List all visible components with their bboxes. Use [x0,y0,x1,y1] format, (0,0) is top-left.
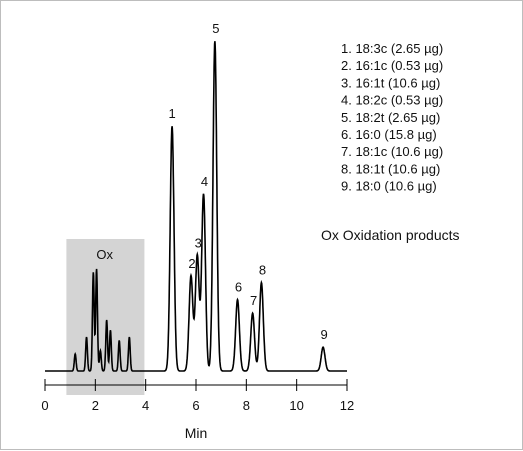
chromatogram-trace [45,41,347,372]
peak-label-9: 9 [320,327,327,342]
x-tick-label-10: 10 [289,398,303,413]
legend-item-1: 1. 18:3c (2.65 µg) [341,41,443,56]
legend-item-7: 7. 18:1c (10.6 µg) [341,144,443,159]
legend-item-5: 5. 18:2t (2.65 µg) [341,110,440,125]
x-tick-label-12: 12 [340,398,354,413]
peak-label-7: 7 [250,293,257,308]
peak-label-5: 5 [212,21,219,36]
legend-item-4: 4. 18:2c (0.53 µg) [341,93,443,108]
legend-item-3: 3. 16:1t (10.6 µg) [341,75,440,90]
x-tick-label-8: 8 [243,398,250,413]
peak-label-1: 1 [168,106,175,121]
oxidation-region-label: Ox [96,247,113,262]
ox-legend-note: Ox Oxidation products [321,227,460,243]
legend-item-9: 9. 18:0 (10.6 µg) [341,179,437,194]
x-tick-label-0: 0 [41,398,48,413]
legend-item-2: 2. 16:1c (0.53 µg) [341,58,443,73]
legend-item-8: 8. 18:1t (10.6 µg) [341,161,440,176]
peak-label-6: 6 [235,280,242,295]
peak-label-4: 4 [201,174,208,189]
peak-label-8: 8 [259,263,266,278]
x-tick-label-6: 6 [192,398,199,413]
peak-label-3: 3 [195,235,202,250]
legend-item-6: 6. 16:0 (15.8 µg) [341,127,437,142]
x-tick-label-4: 4 [142,398,149,413]
peak-label-2: 2 [188,256,195,271]
x-axis-title: Min [185,425,208,441]
x-tick-label-2: 2 [92,398,99,413]
